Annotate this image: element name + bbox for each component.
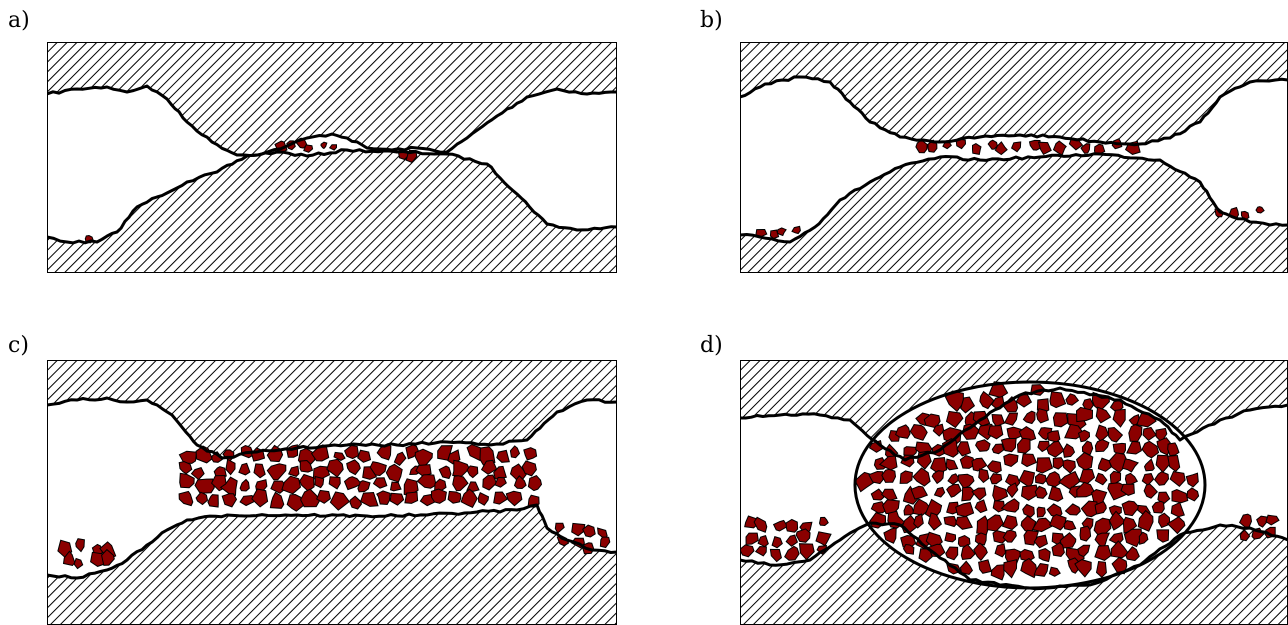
panel-body [740, 42, 1288, 273]
wear-particle [315, 477, 324, 488]
wear-particle [405, 492, 418, 503]
panel [740, 360, 1288, 625]
panel-body [47, 360, 617, 625]
wear-particle [1113, 443, 1125, 453]
wear-particle [1037, 409, 1049, 423]
wear-particle [786, 520, 798, 533]
wear-particle [431, 489, 446, 503]
wear-particle [1048, 431, 1060, 442]
panel [740, 42, 1288, 273]
panel-label: a) [8, 8, 30, 33]
panel-body [47, 42, 617, 273]
panel-label: b) [700, 8, 723, 33]
wear-particle [1036, 474, 1047, 484]
panel-body [740, 360, 1288, 625]
wear-particle [448, 491, 461, 503]
panel [47, 42, 617, 273]
wear-particle [1077, 407, 1093, 421]
figure: a) b) c) d) [0, 0, 1288, 625]
panel-label: d) [700, 333, 723, 358]
panel [47, 360, 617, 625]
panel-label: c) [8, 333, 29, 358]
